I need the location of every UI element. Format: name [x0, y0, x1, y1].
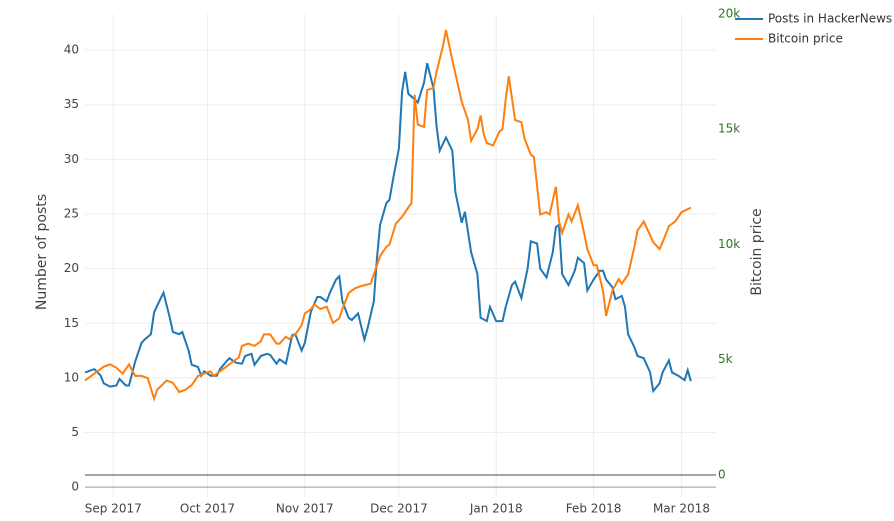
y-tick-label: 35	[64, 97, 79, 111]
legend-label: Bitcoin price	[768, 32, 843, 46]
series-line	[84, 29, 692, 403]
y-tick-label: 5	[71, 425, 79, 439]
x-tick-label: Nov 2017	[276, 502, 334, 516]
y-tick-label: 30	[64, 152, 79, 166]
y-tick-label: 20	[64, 261, 79, 275]
x-tick-label: Feb 2018	[566, 502, 622, 516]
legend-label: Posts in HackerNews	[768, 12, 892, 26]
y2-tick-label: 10k	[718, 237, 740, 251]
x-tick-label: Mar 2018	[653, 502, 710, 516]
y-tick-label: 15	[64, 316, 79, 330]
x-tick-label: Oct 2017	[180, 502, 235, 516]
y2-tick-label: 5k	[718, 352, 733, 366]
series-line	[84, 62, 692, 394]
y-tick-label: 40	[64, 43, 79, 57]
y-tick-label: 0	[71, 480, 79, 494]
y2-axis-title: Bitcoin price	[749, 208, 765, 295]
y-axis-title: Number of posts	[34, 194, 50, 310]
grid	[85, 14, 716, 497]
y2-tick-label: 15k	[718, 122, 740, 136]
x-tick-label: Jan 2018	[469, 502, 523, 516]
y-tick-label: 25	[64, 206, 79, 220]
x-tick-label: Sep 2017	[85, 502, 142, 516]
y-tick-label: 10	[64, 370, 79, 384]
y2-tick-label: 0	[718, 467, 726, 481]
x-tick-label: Dec 2017	[370, 502, 428, 516]
y2-tick-label: 20k	[718, 7, 740, 21]
